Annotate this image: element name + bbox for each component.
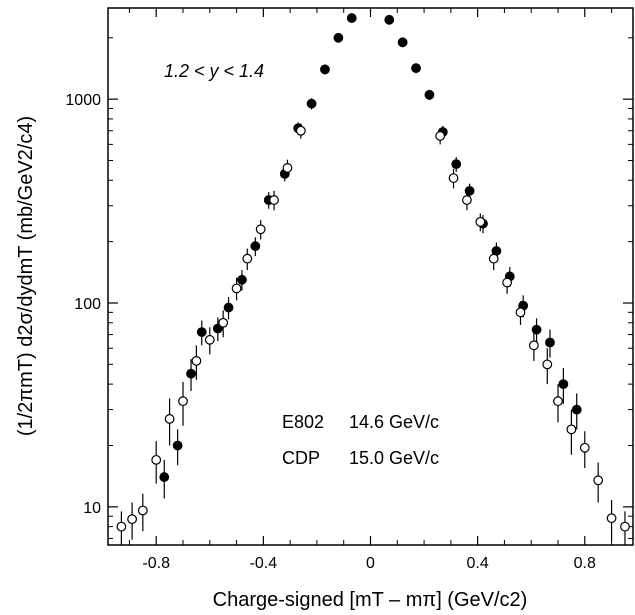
cdp-data-point — [462, 195, 472, 205]
cdp-data-point — [528, 340, 539, 351]
cdp-data-point — [606, 513, 617, 524]
cdp-data-point — [593, 475, 604, 486]
x-tick-label: 0.8 — [574, 555, 596, 572]
cdp-data-point — [515, 307, 526, 318]
legend-cdp-experiment: CDP — [282, 448, 320, 468]
cdp-data-point — [231, 283, 242, 294]
e802-data-point — [384, 14, 395, 25]
cdp-data-point — [475, 216, 486, 227]
e802-data-point — [186, 368, 196, 379]
e802-data-point — [320, 64, 330, 75]
cdp-data-point — [435, 131, 446, 141]
e802-data-point — [558, 379, 569, 390]
e802-data-point — [159, 472, 170, 482]
cdp-data-point — [542, 359, 553, 370]
cdp-data-point — [204, 334, 215, 345]
e802-data-point — [223, 302, 234, 313]
y-tick-label: 100 — [74, 296, 101, 313]
e802-data-point — [346, 13, 357, 23]
cdp-data-point — [255, 224, 266, 235]
e802-data-point — [531, 324, 542, 335]
legend-cdp-beam: 15.0 GeV/c — [349, 448, 439, 468]
e802-data-point — [571, 404, 582, 415]
e802-data-point — [411, 63, 421, 74]
y-tick-label: 10 — [83, 500, 101, 517]
cdp-data-point — [553, 396, 563, 407]
e802-data-point — [397, 37, 408, 48]
x-tick-label: -0.4 — [250, 555, 278, 572]
cdp-data-point — [178, 396, 188, 407]
e802-data-point — [545, 337, 555, 348]
cdp-data-point — [242, 253, 253, 264]
legend-e802-beam: 14.6 GeV/c — [349, 412, 439, 432]
y-axis-title: (1/2πmT) d2σ/dydmT (mb/GeV2/c4) — [15, 116, 37, 436]
cdp-data-point — [502, 277, 513, 288]
cdp-data-point — [448, 173, 459, 183]
x-tick-label: -0.8 — [142, 555, 170, 572]
x-axis-title: Charge-signed [mT – mπ] (GeV/c2) — [213, 589, 528, 611]
e802-data-point — [250, 241, 261, 252]
cdp-data-point — [137, 505, 148, 516]
x-tick-label: 0.4 — [467, 555, 489, 572]
cdp-data-point — [295, 125, 306, 136]
cdp-data-point — [127, 514, 138, 525]
e802-data-point — [451, 159, 462, 170]
e802-data-point — [172, 440, 183, 451]
cdp-data-point — [620, 521, 630, 532]
cdp-data-point — [282, 163, 293, 173]
e802-data-point — [424, 89, 435, 100]
cdp-data-point — [164, 414, 175, 424]
cdp-data-point — [218, 317, 229, 328]
e802-data-point — [333, 32, 344, 43]
y-tick-label: 1000 — [65, 92, 101, 109]
x-tick-label: 0 — [366, 555, 375, 572]
e802-data-point — [237, 274, 247, 285]
cdp-data-point — [566, 424, 577, 435]
legend-e802-experiment: E802 — [282, 412, 324, 432]
cdp-data-point — [579, 442, 590, 453]
cdp-data-point — [116, 521, 127, 532]
cdp-data-point — [151, 454, 162, 465]
cdp-data-point — [191, 356, 202, 366]
e802-data-point — [196, 327, 207, 337]
rapidity-label: 1.2 < y < 1.4 — [164, 61, 264, 81]
cdp-data-point — [269, 195, 279, 205]
e802-data-point — [306, 98, 317, 109]
cdp-data-point — [488, 253, 499, 264]
